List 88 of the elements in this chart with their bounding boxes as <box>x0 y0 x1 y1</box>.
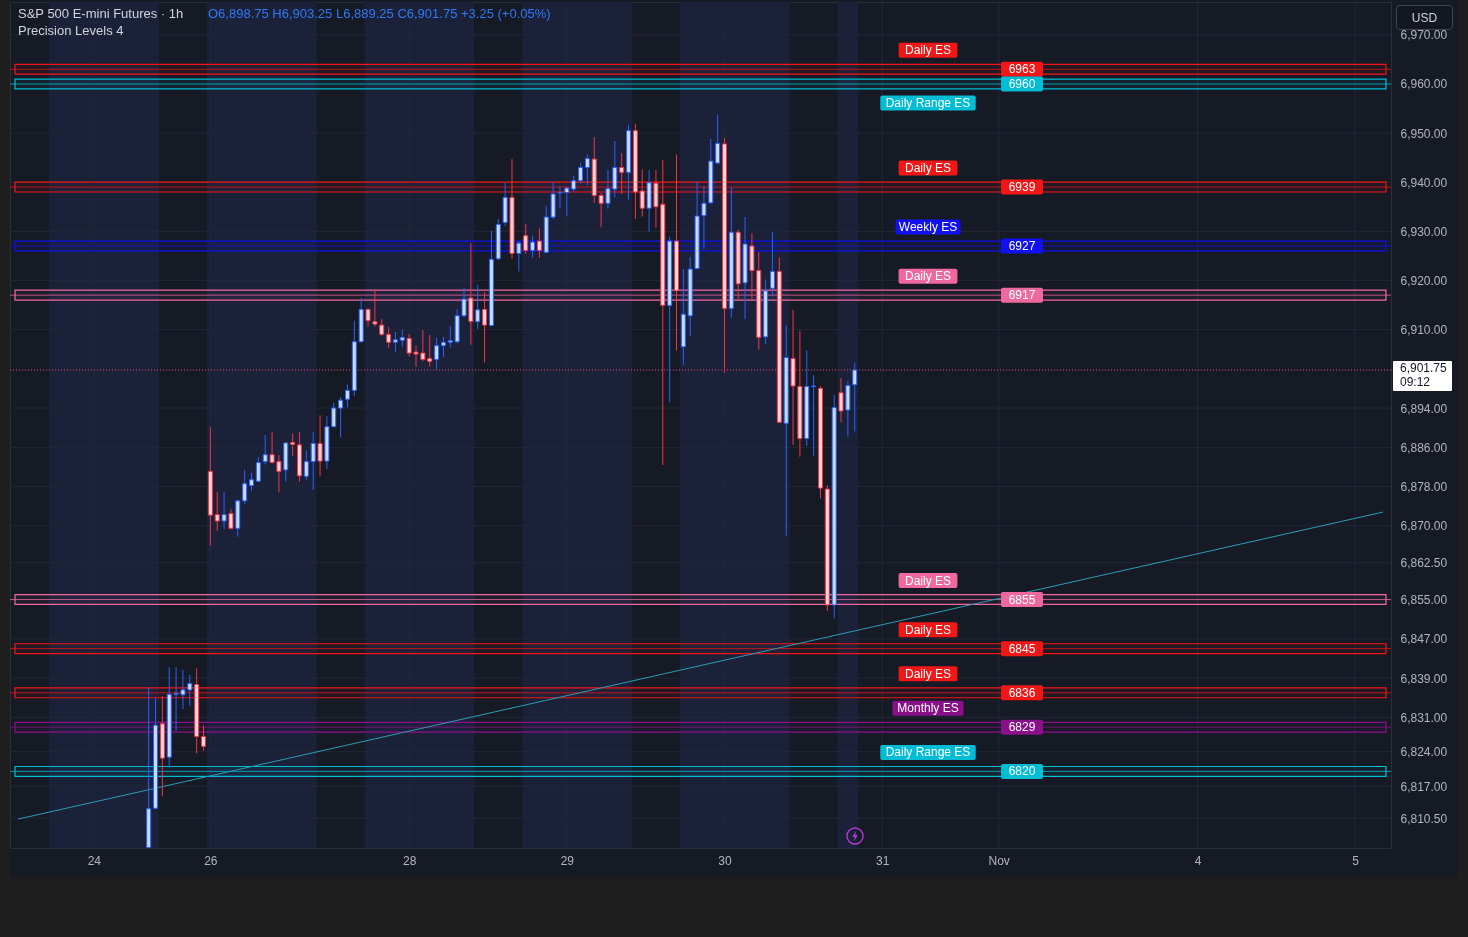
y-tick-label: 6,960.00 <box>1400 77 1448 92</box>
x-tick-label: 4 <box>1194 853 1202 868</box>
candlestick <box>523 223 529 255</box>
candlestick <box>221 491 227 530</box>
annotation: 6820 <box>1008 764 1036 779</box>
x-tick-label: 24 <box>87 853 102 868</box>
ref-line-label: Daily Range ES <box>885 745 971 760</box>
y-tick-label: 6,970.00 <box>1400 28 1448 43</box>
candlestick <box>255 456 261 482</box>
x-tick-label: 29 <box>560 853 575 868</box>
ref-line-label: Weekly ES <box>898 220 958 235</box>
y-tick-label: 6,910.00 <box>1400 323 1448 337</box>
y-tick-label: 6,810.50 <box>1400 811 1448 826</box>
y-tick-label: 6,831.00 <box>1400 710 1448 725</box>
candlestick <box>317 414 323 477</box>
candlestick <box>639 168 645 218</box>
candlestick <box>578 162 584 185</box>
annotation: 6927 <box>1008 239 1036 254</box>
y-tick-label: 6,886.00 <box>1400 440 1448 455</box>
candlestick <box>769 231 775 298</box>
y-tick-label: 6,930.00 <box>1400 224 1448 239</box>
ref-line-label: Monthly ES <box>897 701 959 716</box>
candlestick <box>838 377 844 423</box>
candlestick <box>303 449 309 481</box>
x-tick-label: 5 <box>1352 853 1360 868</box>
candlestick <box>516 240 522 273</box>
y-tick-label: 6,940.00 <box>1400 175 1448 190</box>
candlestick <box>242 469 248 505</box>
x-tick-label: 30 <box>718 853 732 868</box>
candlestick <box>310 431 316 491</box>
ref-line-label: Daily ES <box>904 622 952 637</box>
ref-line-label: Daily ES <box>904 573 952 588</box>
x-tick-label: 26 <box>204 853 218 868</box>
candlestick <box>201 724 207 752</box>
y-tick-label: 6,824.00 <box>1400 745 1448 760</box>
candlestick <box>475 284 481 330</box>
y-tick-label: 6,847.00 <box>1400 632 1448 647</box>
ref-line-label: Daily ES <box>904 161 952 176</box>
candlestick <box>536 227 542 259</box>
y-tick-label: 6,862.50 <box>1400 556 1448 571</box>
annotation: 6855 <box>1008 592 1036 607</box>
candlestick <box>290 433 296 457</box>
candlestick <box>468 242 474 346</box>
candlestick <box>482 291 488 363</box>
candlestick <box>584 154 590 186</box>
y-tick-label: 6,855.00 <box>1400 593 1448 608</box>
candlestick <box>344 383 350 408</box>
x-tick-label: 28 <box>402 853 417 868</box>
candlestick <box>852 362 858 432</box>
y-tick-label: 6,950.00 <box>1400 126 1448 141</box>
y-tick-label: 6,878.00 <box>1400 480 1448 495</box>
y-tick-label: 6,817.00 <box>1400 779 1448 794</box>
candlestick <box>619 152 625 195</box>
text: Precision Levels 4 <box>18 23 124 38</box>
candlestick <box>530 235 536 259</box>
y-tick-label: 6,839.00 <box>1400 671 1448 686</box>
chart-title: S&P 500 E-mini Futures · 1h <box>18 6 184 21</box>
candlestick <box>440 336 446 358</box>
candlestick <box>386 326 392 349</box>
candlestick <box>434 337 440 371</box>
annotation: O6,898.75 H6,903.25 L6,889.25 C6,901.75 +3.25 (+0.05%) <box>208 6 551 21</box>
annotation: 6845 <box>1008 641 1036 656</box>
candlestick <box>338 396 344 439</box>
y-tick-label: 6,894.00 <box>1400 401 1448 416</box>
ref-line-label: Daily Range ES <box>885 96 971 110</box>
text: 09:12 <box>1400 375 1431 390</box>
candlestick <box>715 114 721 164</box>
ref-line-label: 6,901.75 <box>1400 361 1448 376</box>
candlestick <box>392 331 398 353</box>
x-tick-label: Nov <box>988 853 1010 868</box>
y-tick-label: 6,870.00 <box>1400 519 1448 534</box>
candlestick <box>249 472 254 492</box>
annotation: 6939 <box>1008 180 1036 195</box>
candlestick <box>262 434 268 466</box>
ref-line-label: Daily ES <box>904 666 952 681</box>
annotation: 6829 <box>1008 720 1036 735</box>
candlestick <box>365 307 371 328</box>
annotation: 6963 <box>1008 62 1036 77</box>
y-tick-label: 6,920.00 <box>1400 273 1448 288</box>
x-tick-label: 31 <box>875 853 890 868</box>
ref-line-label: Daily ES <box>904 269 952 284</box>
annotation: 6836 <box>1008 685 1036 700</box>
candlestick <box>214 491 220 532</box>
currency-button: USD <box>1396 5 1453 30</box>
candlestick <box>811 374 817 457</box>
ref-line-label: Daily ES <box>904 43 952 58</box>
annotation: 6917 <box>1008 288 1036 303</box>
annotation: 6960 <box>1008 77 1036 91</box>
